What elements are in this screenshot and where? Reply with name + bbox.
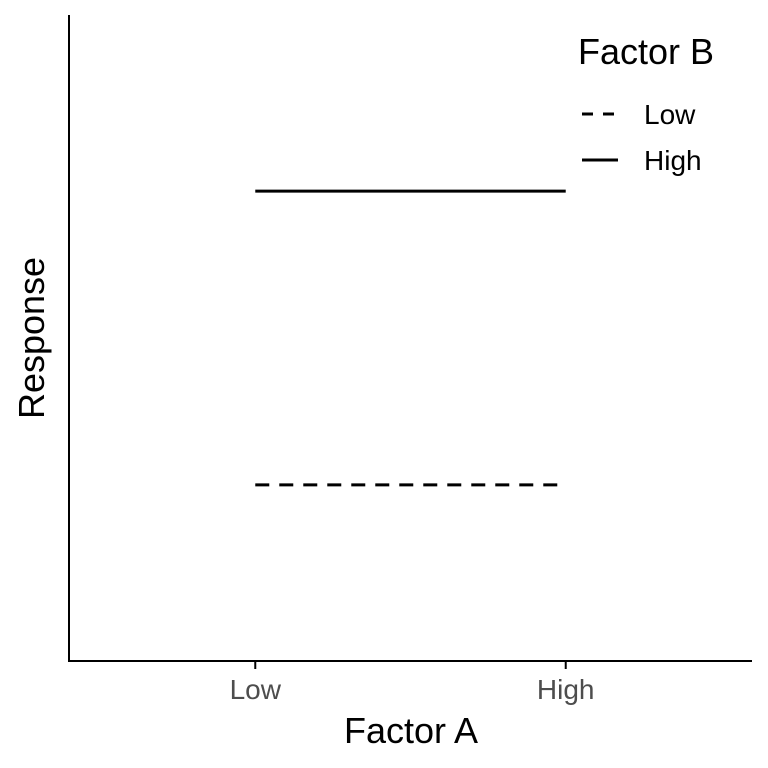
x-tick-label: Low xyxy=(230,674,282,705)
x-axis-title: Factor A xyxy=(344,710,478,751)
legend-label-low: Low xyxy=(644,99,696,130)
legend-items: Low High xyxy=(582,99,702,176)
legend: Factor B Low High xyxy=(578,31,714,176)
x-ticks: Low High xyxy=(230,661,595,705)
y-axis-title: Response xyxy=(11,257,52,419)
x-tick-label: High xyxy=(537,674,595,705)
legend-label-high: High xyxy=(644,145,702,176)
axes xyxy=(68,15,752,662)
legend-title: Factor B xyxy=(578,31,714,72)
series-layer xyxy=(255,189,566,487)
